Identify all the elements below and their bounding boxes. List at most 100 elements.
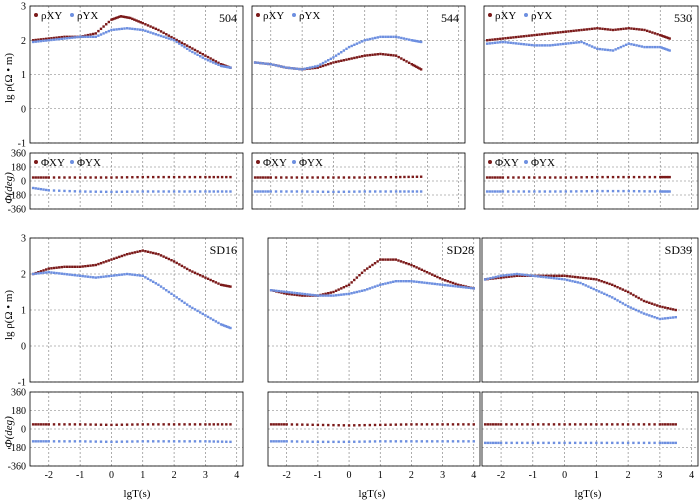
data-point [571, 280, 574, 283]
data-point [668, 49, 671, 52]
data-point [493, 41, 497, 45]
data-point [572, 41, 575, 45]
data-point [183, 190, 186, 193]
data-point [563, 423, 566, 426]
data-point [483, 441, 487, 445]
data-point [34, 423, 37, 426]
data-point [651, 45, 654, 49]
data-point [219, 283, 223, 286]
data-point [327, 59, 330, 62]
data-point [340, 59, 343, 62]
data-point [456, 283, 460, 286]
data-point [446, 440, 449, 443]
y-tick-label: -1 [18, 139, 26, 150]
data-point [411, 175, 414, 179]
data-point [84, 190, 87, 193]
data-point [595, 441, 598, 445]
data-point [558, 274, 561, 277]
data-point [152, 175, 155, 179]
data-point [39, 187, 43, 191]
data-point [127, 16, 130, 19]
legend-entry: ρXY [263, 10, 284, 22]
data-point [368, 265, 372, 268]
data-point [502, 276, 505, 279]
data-point [138, 250, 142, 253]
data-point [58, 423, 61, 426]
series-xy [269, 423, 475, 427]
data-point [154, 27, 158, 31]
data-point [204, 190, 207, 193]
data-point [198, 423, 202, 426]
data-point [543, 190, 547, 193]
data-point [663, 306, 667, 309]
data-point [530, 43, 533, 47]
data-point [332, 61, 335, 64]
data-point [178, 40, 181, 43]
data-point [68, 440, 71, 443]
data-point [601, 27, 604, 31]
data-point [31, 186, 35, 190]
data-point [185, 267, 189, 271]
data-point [290, 176, 293, 179]
data-point [674, 441, 677, 445]
x-axis-label-3: lgT(s) [575, 488, 602, 500]
data-point [42, 39, 45, 43]
data-point [379, 258, 382, 261]
data-point [97, 29, 100, 33]
data-point [206, 315, 210, 319]
data-point [110, 18, 113, 21]
data-point [112, 28, 116, 31]
data-point [589, 423, 593, 426]
data-point [560, 277, 564, 281]
data-point [125, 27, 129, 30]
data-point [295, 176, 299, 179]
data-point [220, 175, 224, 179]
data-point [152, 423, 155, 426]
data-point [201, 56, 205, 59]
data-point [531, 441, 535, 445]
data-point [99, 275, 103, 279]
data-point [221, 283, 224, 287]
data-point [340, 51, 343, 54]
data-point [97, 262, 100, 266]
data-point [506, 41, 510, 44]
data-point [489, 441, 492, 445]
data-point [648, 314, 651, 317]
data-point [637, 296, 640, 300]
data-point [136, 28, 139, 31]
data-point [50, 271, 53, 274]
data-point [89, 190, 92, 193]
data-point [259, 61, 262, 65]
data-point [510, 441, 513, 445]
data-point [84, 275, 87, 278]
data-point [394, 35, 398, 39]
data-point [306, 293, 309, 296]
data-point [410, 39, 413, 42]
data-point [342, 176, 346, 179]
data-point [105, 176, 108, 179]
data-point [621, 288, 625, 291]
data-point [580, 176, 583, 179]
data-point [360, 271, 364, 274]
data-point [502, 274, 505, 277]
data-point [491, 276, 495, 279]
data-point [491, 38, 494, 41]
data-point [193, 440, 197, 443]
data-point [554, 176, 557, 179]
data-point [221, 323, 224, 327]
data-point [660, 34, 664, 37]
data-point [425, 281, 429, 285]
data-point [441, 423, 444, 426]
data-point [188, 423, 191, 426]
data-point [295, 293, 299, 297]
data-point [206, 277, 210, 280]
data-point [627, 189, 630, 193]
data-point [412, 265, 416, 268]
data-point [185, 47, 189, 51]
data-point [47, 440, 50, 443]
data-point [585, 176, 589, 179]
data-point [666, 441, 670, 445]
data-point [538, 190, 541, 193]
data-point [110, 176, 113, 179]
data-point [366, 267, 369, 270]
